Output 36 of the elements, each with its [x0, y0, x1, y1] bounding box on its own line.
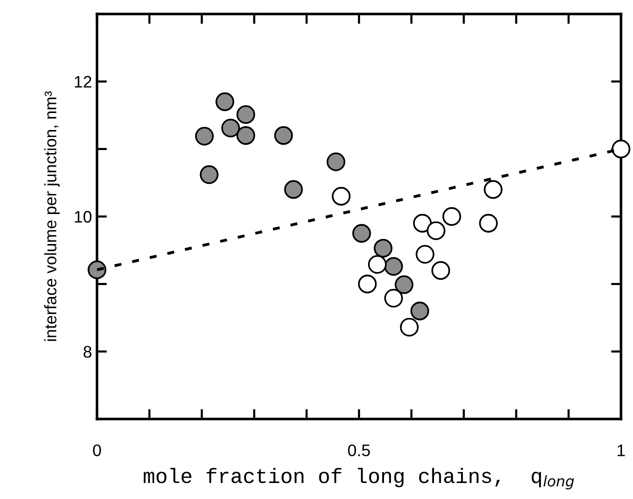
point	[221, 118, 240, 138]
x-tick-label: 1	[618, 444, 625, 456]
y-axis-title: interface volume per junction, nm³	[44, 91, 60, 341]
x-tick-label: 0.5	[348, 444, 370, 456]
point	[200, 165, 218, 184]
y-tick-label: 12	[74, 76, 92, 88]
point	[384, 288, 403, 308]
point	[384, 257, 403, 276]
point	[332, 186, 351, 206]
point	[413, 214, 432, 233]
point	[442, 207, 462, 226]
point	[368, 255, 387, 274]
point	[426, 221, 446, 240]
point	[284, 180, 303, 199]
point	[416, 244, 434, 264]
point	[352, 224, 371, 243]
point	[236, 105, 256, 124]
point	[88, 260, 106, 280]
point	[484, 180, 502, 199]
point	[612, 140, 630, 158]
point	[410, 302, 430, 320]
y-tick-label: 10	[74, 210, 92, 223]
point	[394, 275, 414, 294]
point	[236, 126, 256, 145]
point	[374, 238, 392, 258]
point	[479, 214, 498, 233]
x-tick-label: 0	[93, 444, 101, 456]
point	[358, 274, 377, 294]
point	[274, 126, 293, 145]
point	[195, 126, 214, 146]
x-axis-title: mole fraction of long chains, q$_{long}$	[144, 468, 574, 490]
point	[400, 318, 419, 337]
point	[216, 92, 234, 112]
point	[431, 261, 450, 280]
point	[326, 152, 346, 172]
y-tick-label: 8	[84, 346, 92, 358]
